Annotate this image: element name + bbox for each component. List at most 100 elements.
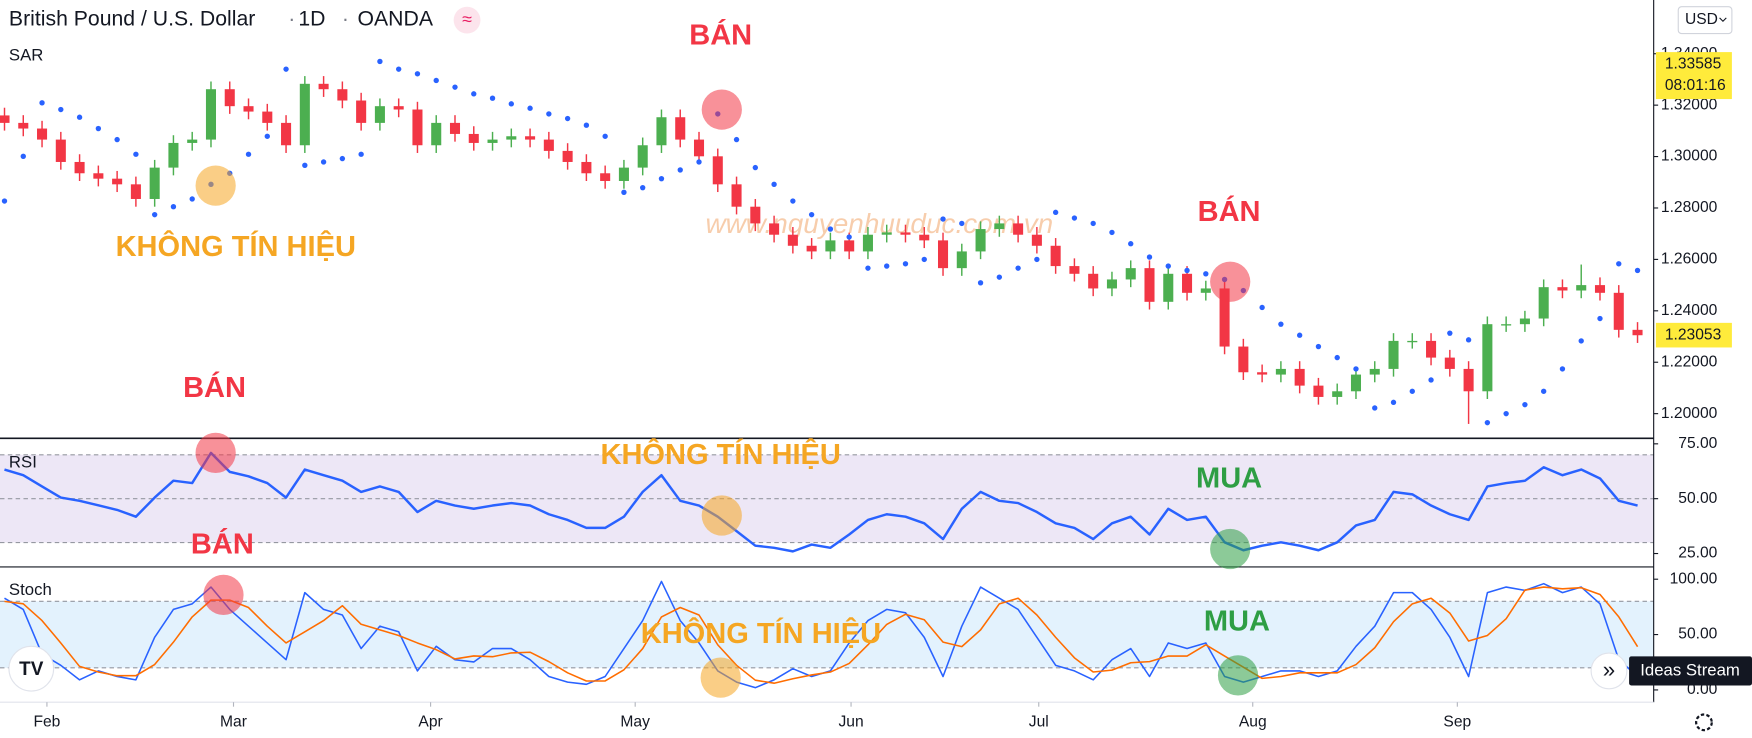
sar-dot xyxy=(1372,405,1378,411)
candle-body xyxy=(712,156,723,185)
sar-dot xyxy=(1165,263,1171,269)
annotation: MUA xyxy=(1204,605,1270,637)
annotation: BÁN xyxy=(689,18,752,52)
sar-dot xyxy=(771,181,777,188)
y-tick-label: 1.22000 xyxy=(1661,353,1718,370)
tooltip xyxy=(1629,656,1752,686)
sar-dot xyxy=(1634,267,1641,274)
compare-icon-glyph: ≈ xyxy=(462,9,472,29)
candle-body xyxy=(1219,288,1230,347)
candle-body xyxy=(281,122,292,146)
candle-body xyxy=(37,128,48,140)
sar-dot xyxy=(696,159,702,165)
expand-button[interactable] xyxy=(1590,652,1628,690)
annotation: KHÔNG TÍN HIỆU xyxy=(641,616,881,650)
sar-dot xyxy=(1353,366,1359,372)
annotation: BÁN xyxy=(1198,194,1261,228)
sar-dot xyxy=(170,204,177,210)
sar-dot xyxy=(621,189,627,195)
annotations: BÁN KHÔNG TÍN HIỆU BÁN BÁN KHÔNG TÍN HIỆU MUA… xyxy=(116,18,1270,698)
candle-body xyxy=(1257,372,1268,375)
sar-dot xyxy=(1071,215,1078,221)
sar-dot xyxy=(245,151,252,157)
signal-circle xyxy=(1217,655,1259,696)
candle-body xyxy=(975,229,986,252)
candle-body xyxy=(374,106,385,123)
candle-body xyxy=(881,232,892,235)
sar-dot xyxy=(1578,338,1584,344)
currency-dropdown[interactable] xyxy=(1677,6,1733,35)
separator: · xyxy=(288,8,295,31)
candle-body xyxy=(656,117,667,146)
sar-dot xyxy=(1,198,8,204)
candle-body xyxy=(862,234,873,252)
sar-dot xyxy=(640,184,646,191)
candle-body xyxy=(0,115,10,123)
annotation: MUA xyxy=(1196,462,1262,494)
sar-dot xyxy=(189,196,195,202)
sar-dot xyxy=(1184,267,1190,274)
candle-body xyxy=(731,184,742,207)
candle-body xyxy=(468,133,479,143)
signal-circle xyxy=(203,574,244,615)
candle-body xyxy=(1050,245,1061,267)
candle-body xyxy=(562,150,573,162)
candle-body xyxy=(581,161,592,174)
candle-body xyxy=(956,251,967,269)
compare-icon[interactable] xyxy=(453,6,481,34)
sar-dot xyxy=(433,77,439,84)
candle-body xyxy=(1632,329,1643,336)
x-tick-label: Aug xyxy=(1239,713,1267,730)
indicator-line xyxy=(4,586,1639,684)
settings-icon[interactable] xyxy=(1695,713,1713,732)
candle-body xyxy=(1200,288,1211,293)
candle-body xyxy=(1088,273,1099,289)
candle-body xyxy=(750,206,761,224)
annotation: KHÔNG TÍN HIỆU xyxy=(601,437,841,471)
sar-dot xyxy=(1503,410,1509,417)
sar-dot xyxy=(302,162,308,168)
y-tick-label: 1.20000 xyxy=(1661,405,1718,422)
sar-dot xyxy=(940,216,946,222)
sar-dot xyxy=(884,263,890,269)
candle-body xyxy=(1519,318,1530,325)
sar-dot xyxy=(358,151,364,157)
sar-dot xyxy=(452,84,458,90)
x-tick-label: Mar xyxy=(220,713,247,730)
sar-dot xyxy=(1447,330,1453,336)
candle-body xyxy=(74,161,85,174)
x-tick-label: Sep xyxy=(1443,713,1471,730)
sar-dot xyxy=(527,105,533,111)
sar-dot xyxy=(1296,332,1303,338)
y-tick-label: 100.00 xyxy=(1670,570,1718,587)
sar-dot xyxy=(921,256,927,263)
candle-body xyxy=(994,223,1005,230)
sar-dot xyxy=(76,114,83,120)
y-tick-label: 1.28000 xyxy=(1661,199,1718,216)
signal-circle xyxy=(1210,528,1251,570)
sar-dot xyxy=(283,66,289,72)
sar-dot xyxy=(264,133,270,139)
candle-body xyxy=(93,173,104,179)
candle-body xyxy=(1182,273,1193,293)
candle-body xyxy=(693,139,705,157)
sar-dot xyxy=(827,226,834,232)
y-tick-label: 50.00 xyxy=(1678,490,1717,507)
candle-body xyxy=(1482,324,1493,392)
sar-dot xyxy=(339,155,346,162)
sar-dot xyxy=(377,58,383,65)
sar-dot xyxy=(977,280,984,286)
candle-body xyxy=(900,232,911,235)
sar-dot xyxy=(20,153,26,159)
sar-dot xyxy=(1597,315,1603,322)
candle-body xyxy=(168,142,179,168)
sar-dot xyxy=(733,136,740,143)
candle-body xyxy=(205,89,217,140)
candle-body xyxy=(337,89,348,101)
tv-logo[interactable] xyxy=(8,645,55,692)
sar-dot xyxy=(602,133,608,139)
interval[interactable]: 1D xyxy=(298,8,325,31)
tv-logo-glyph: TV xyxy=(19,659,44,680)
candle-body xyxy=(825,240,836,252)
